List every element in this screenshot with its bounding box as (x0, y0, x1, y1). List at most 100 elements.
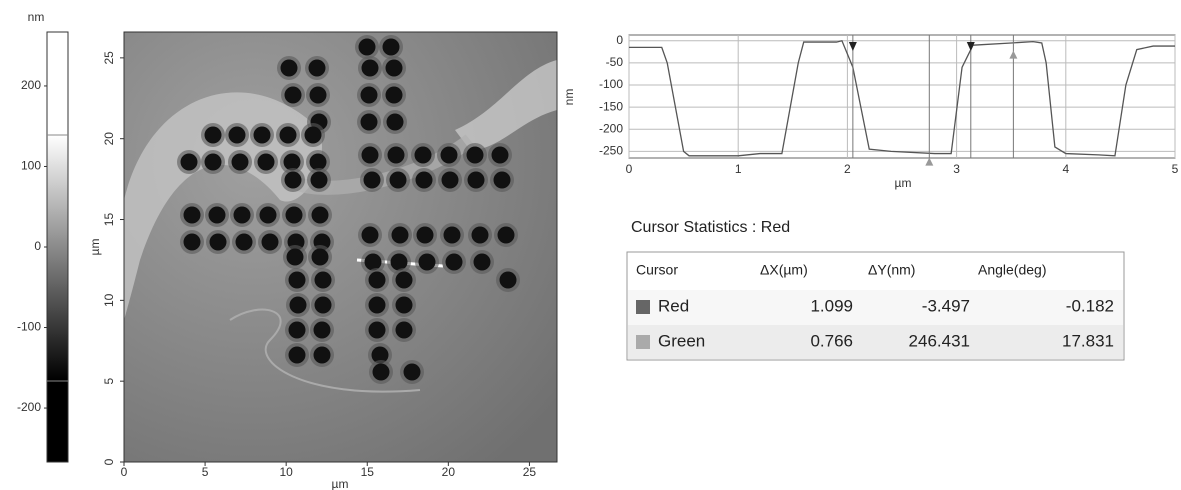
pit (279, 126, 297, 144)
colorbar (46, 31, 69, 463)
pit (364, 253, 382, 271)
colorbar-title: nm (28, 10, 45, 24)
pit (368, 271, 386, 289)
pit (231, 153, 249, 171)
pit (304, 126, 322, 144)
pit (466, 146, 484, 164)
pit (235, 233, 253, 251)
pit (288, 271, 306, 289)
pit (284, 86, 302, 104)
y-tick-label: -250 (599, 144, 623, 158)
pit (308, 59, 326, 77)
table-cell: 17.831 (1062, 331, 1114, 350)
x-tick-label: 1 (735, 162, 742, 176)
pit (414, 146, 432, 164)
y-tick-label: 25 (102, 51, 116, 65)
pit (473, 253, 491, 271)
pit (314, 271, 332, 289)
pit (443, 226, 461, 244)
table-row-bg (628, 325, 1123, 359)
pit (416, 226, 434, 244)
pit (418, 253, 436, 271)
table-row-bg (628, 290, 1123, 325)
pit (395, 321, 413, 339)
pit (286, 248, 304, 266)
colorbar-tick-label: 100 (21, 159, 41, 173)
image-frame (123, 31, 558, 463)
y-tick-label: 0 (616, 33, 623, 47)
x-tick-label: 3 (953, 162, 960, 176)
pit (491, 146, 509, 164)
table-cell: 1.099 (810, 296, 853, 315)
x-axis-label: µm (895, 176, 912, 190)
pit (204, 126, 222, 144)
pit (257, 153, 275, 171)
pit (261, 233, 279, 251)
cursor-marker (848, 41, 857, 51)
pit (371, 346, 389, 364)
y-axis-label: µm (88, 239, 102, 256)
pit (313, 346, 331, 364)
pit (228, 126, 246, 144)
pit (368, 321, 386, 339)
y-tick-label: 15 (102, 213, 116, 227)
x-tick-label: 4 (1062, 162, 1069, 176)
x-tick-label: 20 (442, 465, 456, 479)
pit (360, 86, 378, 104)
pit (253, 126, 271, 144)
pit (493, 171, 511, 189)
pit (183, 233, 201, 251)
table-header: Angle(deg) (978, 262, 1047, 278)
y-tick-label: 10 (102, 293, 116, 307)
pit (499, 271, 517, 289)
y-tick-label: 0 (102, 458, 116, 465)
table-cell: Red (658, 296, 689, 315)
pit (309, 86, 327, 104)
pit (310, 171, 328, 189)
pit (368, 296, 386, 314)
table-header: Cursor (636, 262, 678, 278)
pit (372, 363, 390, 381)
y-tick-label: -50 (606, 55, 624, 69)
pit (313, 321, 331, 339)
colorbar-tick-label: 200 (21, 78, 41, 92)
pit (389, 171, 407, 189)
pit (288, 321, 306, 339)
pit (390, 253, 408, 271)
y-tick-label: 5 (102, 378, 116, 385)
pit (497, 226, 515, 244)
x-tick-label: 10 (279, 465, 293, 479)
x-tick-label: 25 (523, 465, 537, 479)
pit (391, 226, 409, 244)
pit (440, 146, 458, 164)
pit (471, 226, 489, 244)
pit (385, 59, 403, 77)
colorbar-tick-label: -100 (17, 320, 41, 334)
y-tick-label: 20 (102, 132, 116, 146)
pit (441, 171, 459, 189)
table-title: Cursor Statistics : Red (631, 219, 790, 236)
pit (361, 59, 379, 77)
afm-image (124, 32, 557, 462)
pit (311, 206, 329, 224)
cursor-swatch (636, 300, 650, 314)
table-header: ΔX(µm) (760, 262, 808, 278)
cursor-swatch (636, 335, 650, 349)
pit (395, 296, 413, 314)
table-cell: -0.182 (1066, 296, 1114, 315)
y-axis-label: nm (562, 89, 576, 106)
profile-frame (628, 34, 1176, 159)
x-tick-label: 0 (626, 162, 633, 176)
pit (180, 153, 198, 171)
pit (385, 86, 403, 104)
pit (283, 153, 301, 171)
pit (395, 271, 413, 289)
pit (403, 363, 421, 381)
pit (204, 153, 222, 171)
pit (259, 206, 277, 224)
x-tick-label: 0 (121, 465, 128, 479)
pit (363, 171, 381, 189)
pit (382, 38, 400, 56)
cursor-marker (1009, 50, 1018, 59)
